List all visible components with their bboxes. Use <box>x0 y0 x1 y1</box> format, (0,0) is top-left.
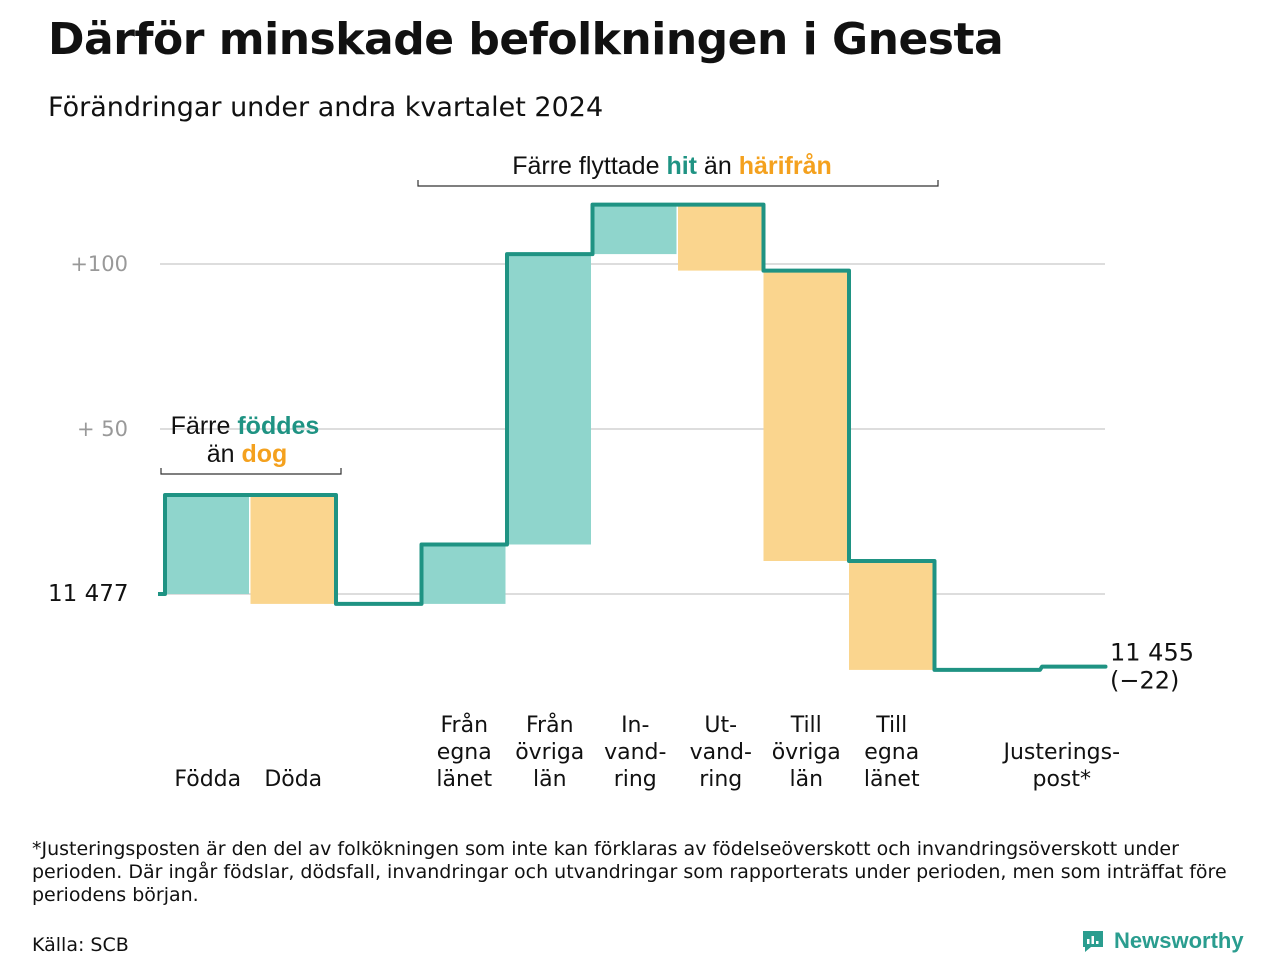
chart-title: Därför minskade befolkningen i Gnesta <box>48 14 1004 65</box>
category-label: länet <box>436 767 492 792</box>
category-label: Födda <box>174 767 241 792</box>
births-annotation-line2: än dog <box>207 440 288 468</box>
waterfall-bar <box>678 204 762 271</box>
y-tick-label: +100 <box>70 252 128 276</box>
annotation-part: härifrån <box>739 152 832 180</box>
annotation-part: Färre flyttade <box>512 152 666 180</box>
category-label: egna <box>864 740 919 765</box>
brand-name: Newsworthy <box>1114 928 1244 953</box>
moves-bracket <box>417 180 939 187</box>
births-annotation-line1: Färre föddes <box>171 412 320 440</box>
waterfall-bar <box>250 495 335 604</box>
category-label: övriga <box>515 740 584 765</box>
waterfall-bar <box>763 270 848 561</box>
category-label: Ut- <box>704 713 737 738</box>
category-label: Till <box>875 713 907 738</box>
category-label: ring <box>699 767 742 792</box>
brand-logo[interactable]: Newsworthy <box>1080 928 1244 954</box>
waterfall-bar <box>849 561 933 670</box>
category-label: län <box>533 767 567 792</box>
waterfall-bar <box>165 495 249 594</box>
footnote: *Justeringsposten är den del av folkökni… <box>32 838 1227 906</box>
waterfall-bar <box>507 254 591 545</box>
y-tick-label: + 50 <box>77 417 128 441</box>
category-label: län <box>789 767 823 792</box>
annotation-part: än <box>697 152 739 180</box>
category-label: Till <box>790 713 822 738</box>
start-value-label: 11 477 <box>48 581 128 607</box>
newsworthy-logo-icon <box>1083 931 1103 952</box>
chart-subtitle: Förändringar under andra kvartalet 2024 <box>48 92 604 123</box>
step-line <box>158 202 1108 672</box>
category-label: Från <box>526 712 574 738</box>
births-bracket <box>160 468 342 475</box>
category-label: egna <box>437 740 492 765</box>
category-label: vand- <box>604 740 666 765</box>
moves-annotation: Färre flyttade hit än härifrån <box>512 152 832 180</box>
category-label: Från <box>440 712 488 738</box>
bars <box>165 204 933 670</box>
category-label: Justerings- <box>1001 740 1120 765</box>
end-change-label: (−22) <box>1110 667 1179 695</box>
annotation-part: föddes <box>237 412 319 440</box>
category-label: ring <box>614 767 657 792</box>
waterfall-bar <box>421 544 506 604</box>
category-label: länet <box>864 767 920 792</box>
category-label: post* <box>1032 767 1091 792</box>
annotation-part: hit <box>666 152 697 180</box>
category-label: Döda <box>264 767 322 792</box>
annotation-part: än <box>207 440 242 468</box>
category-label: övriga <box>772 740 841 765</box>
annotation-part: Färre <box>171 412 238 440</box>
annotation-part: dog <box>241 440 287 468</box>
population-step-line <box>158 202 1108 672</box>
source-label: Källa: SCB <box>32 934 129 956</box>
category-label: In- <box>621 713 649 738</box>
category-label: vand- <box>690 740 752 765</box>
waterfall-bar <box>592 204 677 255</box>
end-value-label: 11 455 <box>1110 639 1194 667</box>
